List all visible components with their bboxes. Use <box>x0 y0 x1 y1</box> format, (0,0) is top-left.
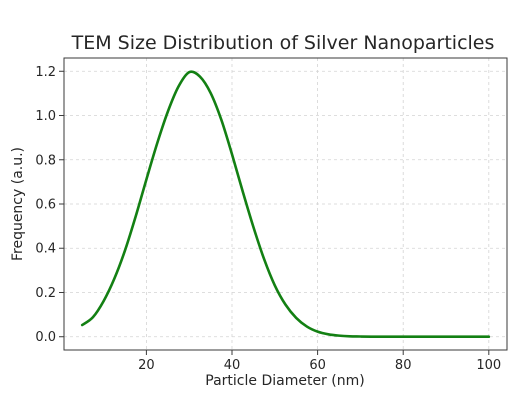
x-tick-label-1: 40 <box>224 358 241 373</box>
y-tick-label-4: 0.8 <box>35 153 56 168</box>
y-tick-label-3: 0.6 <box>35 198 56 213</box>
data-point-layer <box>81 71 490 338</box>
tick-layer: 20 40 60 80 100 0.0 0.2 0.4 0.6 0.8 1.0 1.2 <box>35 65 501 373</box>
y-tick-label-0: 0.0 <box>35 330 56 345</box>
y-axis-label: Frequency (a.u.) <box>10 147 26 261</box>
x-tick-label-4: 100 <box>476 358 501 373</box>
x-tick-label-0: 20 <box>138 358 155 373</box>
x-tick-label-3: 80 <box>395 358 412 373</box>
y-tick-label-6: 1.2 <box>35 65 56 80</box>
grid-layer <box>64 58 507 350</box>
y-tick-label-5: 1.0 <box>35 109 56 124</box>
x-tick-label-2: 60 <box>309 358 326 373</box>
x-axis-label: Particle Diameter (nm) <box>205 373 364 389</box>
y-tick-label-2: 0.4 <box>35 242 56 257</box>
frequency-curve <box>80 70 491 339</box>
y-tick-label-1: 0.2 <box>35 286 56 301</box>
chart-title: TEM Size Distribution of Silver Nanopart… <box>71 32 495 54</box>
